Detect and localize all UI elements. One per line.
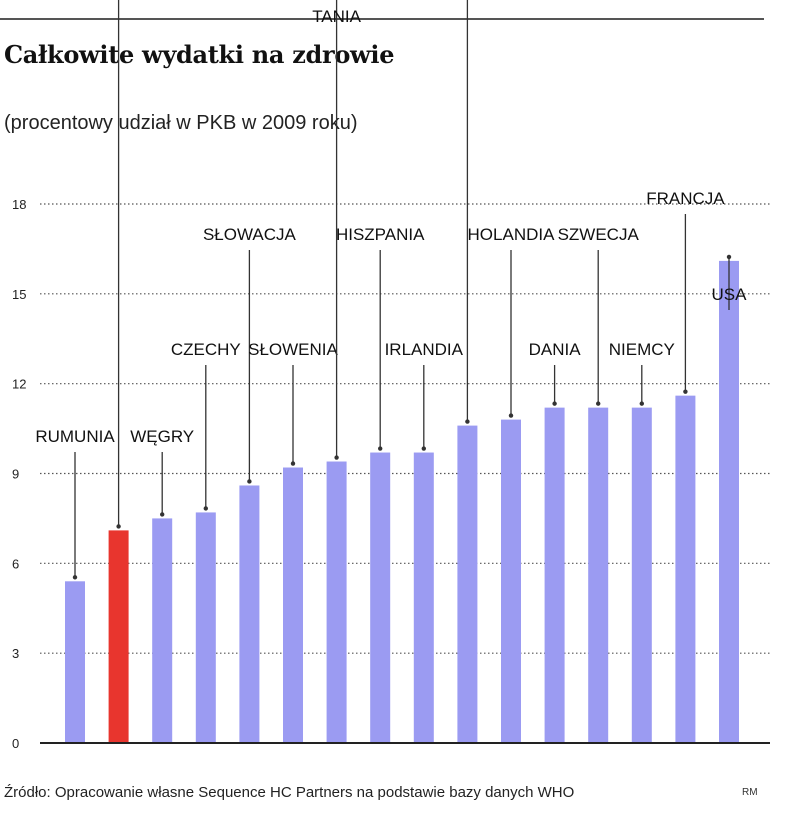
bar xyxy=(283,467,303,743)
leader-dot xyxy=(378,446,383,451)
bar xyxy=(195,512,216,743)
bar xyxy=(675,395,696,743)
category-label: W. BRY-TANIA xyxy=(305,0,368,26)
leader-dot xyxy=(552,401,557,406)
category-label: GRECJA xyxy=(433,0,503,4)
leader-dot xyxy=(508,413,514,418)
leader-dot xyxy=(247,479,252,484)
category-label: SŁOWACJA xyxy=(203,225,297,244)
category-label: FRANCJA xyxy=(646,189,725,208)
leader-dot xyxy=(160,512,165,517)
leader-dot xyxy=(203,506,208,511)
leader-dot xyxy=(465,419,470,424)
bar xyxy=(65,581,85,743)
bar xyxy=(108,530,129,743)
chart-subtitle: (procentowy udział w PKB w 2009 roku) xyxy=(4,112,358,134)
leader-dot xyxy=(639,401,644,406)
category-label: SZWECJA xyxy=(558,225,640,244)
bar xyxy=(544,407,565,743)
category-label: HOLANDIA xyxy=(468,225,556,244)
leader-dot xyxy=(334,455,339,460)
leader-dot xyxy=(421,446,426,451)
leader-dot xyxy=(596,401,601,406)
highlight-marker: ⁘ xyxy=(53,0,67,4)
author-credit: RM xyxy=(742,787,758,798)
source-note: Źródło: Opracowanie własne Sequence HC P… xyxy=(4,784,575,801)
category-label: CZECHY xyxy=(171,340,241,359)
bar xyxy=(588,407,609,743)
category-label: USA xyxy=(712,285,748,304)
category-label: WĘGRY xyxy=(130,427,194,446)
bar xyxy=(501,419,521,743)
category-label: RUMUNIA xyxy=(35,427,115,446)
category-label: POLSKA xyxy=(101,0,172,4)
category-label: IRLANDIA xyxy=(385,340,464,359)
bar xyxy=(457,425,478,743)
bar xyxy=(326,461,347,743)
category-label: NIEMCY xyxy=(609,340,675,359)
y-tick-label: 3 xyxy=(12,646,19,661)
bar xyxy=(719,260,739,743)
category-label: SŁOWENIA xyxy=(248,340,338,359)
y-tick-label: 9 xyxy=(12,467,19,482)
y-tick-label: 0 xyxy=(12,736,19,751)
leader-dot xyxy=(683,389,688,394)
y-tick-label: 12 xyxy=(12,377,26,392)
top-rule xyxy=(0,18,764,20)
category-label: DANIA xyxy=(529,340,582,359)
bar xyxy=(239,485,260,743)
y-tick-label: 15 xyxy=(12,287,26,302)
leader-dot xyxy=(116,524,121,529)
bar xyxy=(413,452,434,743)
leader-dot xyxy=(72,575,78,580)
leader-dot xyxy=(726,254,732,260)
bar xyxy=(152,518,173,743)
category-label: HISZPANIA xyxy=(336,225,425,244)
bar xyxy=(370,452,391,743)
y-tick-label: 18 xyxy=(12,197,26,212)
chart-title: Całkowite wydatki na zdrowie xyxy=(4,40,395,69)
bar xyxy=(631,407,652,743)
y-tick-label: 6 xyxy=(12,556,19,571)
leader-dot xyxy=(290,461,296,466)
